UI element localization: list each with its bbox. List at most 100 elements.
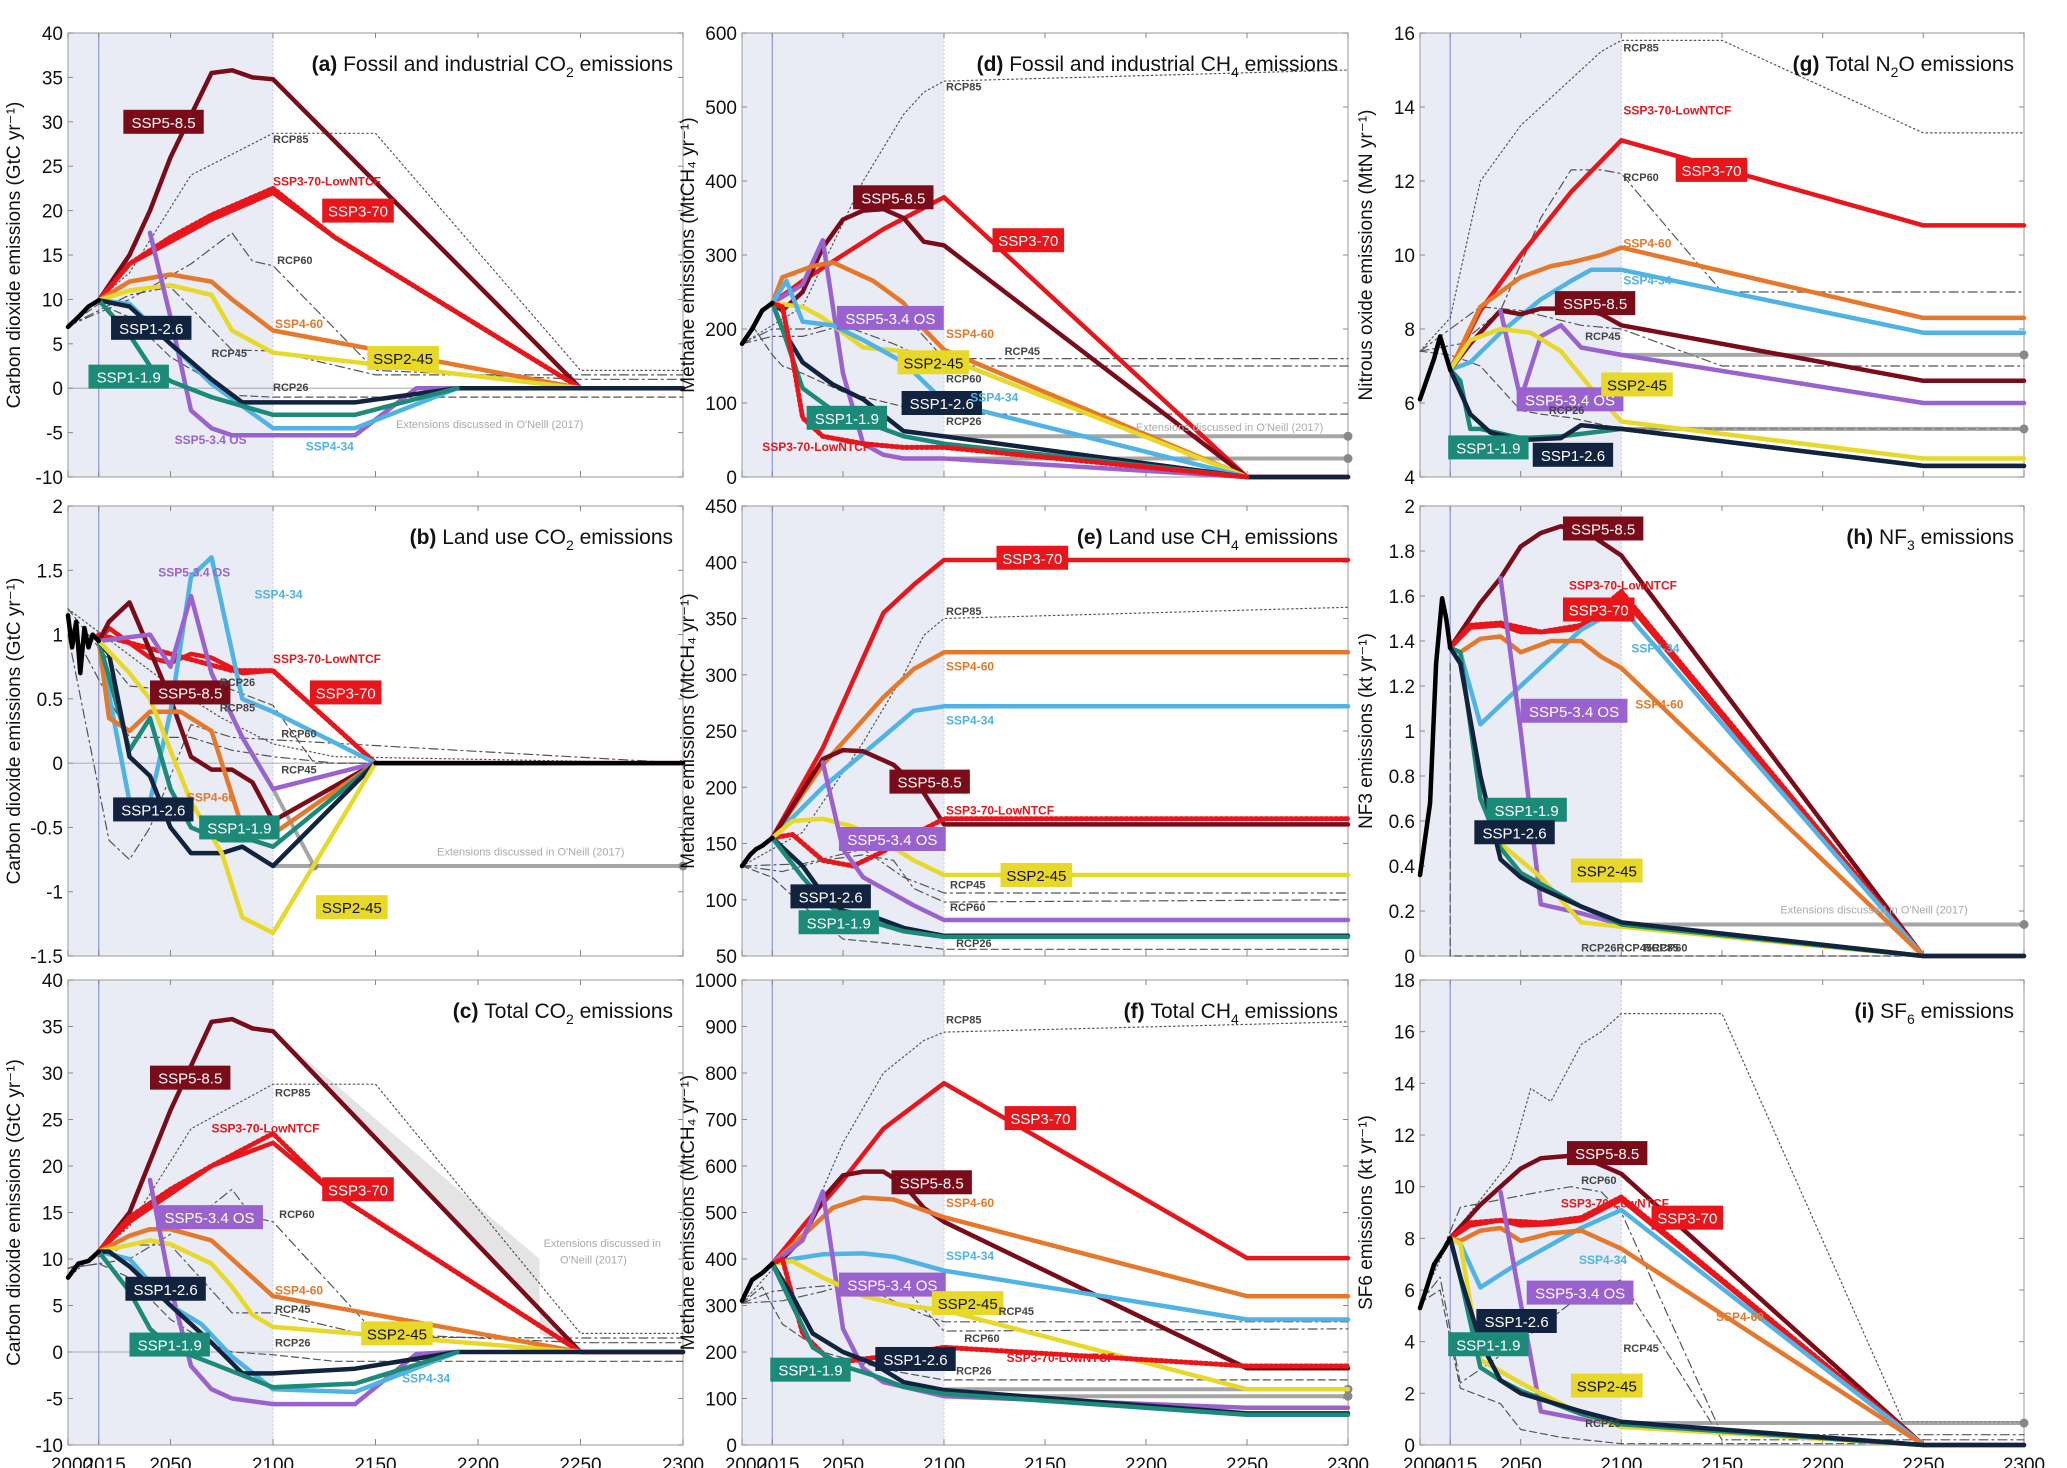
label-ssp5-3-4-os: SSP5-3.4 OS: [838, 827, 946, 851]
y-tick-label: 0: [726, 1436, 737, 1457]
y-tick-label: -10: [36, 1436, 63, 1457]
series-line-rcp26: [1449, 662, 2025, 957]
panel-a: -10 -5 0 5 10 15 20 25 30 35 40 Carbon dioxide emis…: [4, 24, 686, 489]
badge-background: [1571, 858, 1643, 883]
x-tick-label: 2200: [1125, 1455, 1167, 1468]
y-tick-label: 14: [1394, 1074, 1416, 1095]
series-line-ssp4-60: [770, 260, 1250, 480]
extension-label: Extensions discussed in O'Neill (2017): [1136, 422, 1323, 434]
badge-background: [1571, 1373, 1643, 1398]
series-line-ssp3-70: [96, 190, 686, 391]
series-line-historical: [65, 1249, 102, 1280]
y-tick-label: 1.5: [37, 561, 63, 582]
label-ssp1-2-6: SSP1-2.6: [1476, 1309, 1557, 1333]
badge-text: SSP2-45: [903, 355, 963, 372]
x-tick-label: 2200: [1802, 1455, 1844, 1468]
panel-title: (h) NF3 emissions: [1846, 526, 2014, 553]
panel-letter: (f): [1124, 1000, 1151, 1023]
extension-end-marker: [1343, 431, 1353, 441]
badge-text: SSP5-8.5: [1563, 296, 1627, 313]
y-tick-label: 800: [705, 1064, 737, 1085]
series-line-rcp26: [741, 865, 1349, 950]
extension-label: Extensions discussed in O'Neill (2017): [396, 419, 583, 431]
series-line-rcp85: [67, 1083, 684, 1335]
x-tick-label: 2300: [1327, 1455, 1369, 1468]
series-line-ssp5-8-5: [96, 68, 686, 391]
series-line-ssp4-60: [96, 1226, 583, 1355]
badge-text: SSP1-1.9: [778, 1363, 842, 1380]
y-tick-label: 200: [705, 778, 737, 799]
extension-end-marker: [2019, 350, 2029, 360]
y-tick-label: 15: [42, 246, 63, 267]
badge-background: [367, 346, 439, 371]
badge-text: SSP2-45: [322, 900, 382, 917]
panel-title-tail: emissions: [1915, 526, 2014, 549]
label-ssp1-2-6: SSP1-2.6: [113, 797, 194, 822]
label-rcp26: RCP26: [275, 1337, 310, 1349]
series-line-ssp1-1-9: [770, 1261, 1351, 1418]
panel-title-tail: emissions: [1915, 1000, 2014, 1023]
y-tick-label: 30: [42, 1064, 63, 1085]
badge-text: SSP2-45: [373, 351, 433, 368]
series-line-rcp60: [67, 621, 684, 764]
badge-background: [1486, 797, 1567, 822]
label-ssp4-60: SSP4-60: [1623, 237, 1671, 251]
y-tick-label: 20: [42, 202, 63, 223]
panel-title-subscript: 2: [566, 1011, 574, 1027]
series-line-ssp1-1-9: [96, 638, 378, 849]
panel-title: (e) Land use CH4 emissions: [1077, 526, 1338, 553]
x-tick-label: 2015: [1435, 1455, 1477, 1468]
label-ssp4-60: SSP4-60: [946, 327, 994, 341]
y-tick-label: 6: [1404, 1281, 1415, 1302]
y-tick-label: 10: [42, 1250, 63, 1271]
x-tick-label: 2000: [51, 1455, 93, 1468]
panel-title-tail: emissions: [1239, 53, 1338, 76]
badge-text: SSP1-2.6: [1484, 1314, 1548, 1331]
y-tick-label: 8: [1404, 320, 1415, 341]
x-tick-label: 2015: [757, 1455, 799, 1468]
panel-title-main: Fossil and industrial CO: [343, 53, 566, 76]
badge-text: SSP5-8.5: [158, 1071, 222, 1088]
badge-text: SSP2-45: [1607, 378, 1667, 395]
y-tick-label: -5: [46, 1390, 63, 1411]
label-ssp5-8-5: SSP5-8.5: [853, 185, 934, 210]
label-ssp5-3-4-os: SSP5-3.4 OS: [156, 1205, 263, 1230]
panel-title-subscript: 2: [566, 64, 574, 80]
label-ssp1-1-9: SSP1-1.9: [798, 910, 879, 935]
badge-background: [125, 1276, 206, 1301]
y-tick-label: 8: [1404, 1229, 1415, 1250]
badge-text: SSP3-70: [328, 204, 388, 221]
label-ssp1-1-9: SSP1-1.9: [88, 364, 169, 389]
y-tick-label: 0.2: [1389, 902, 1415, 923]
badge-text: SSP1-1.9: [1456, 1337, 1520, 1354]
series-line-ssp5-8-5: [1447, 1153, 2027, 1448]
badge-text: SSP1-2.6: [910, 396, 974, 413]
series-line-historical: [739, 1261, 775, 1304]
badge-text: SSP5-8.5: [900, 1175, 964, 1192]
extension-label: O'Neill (2017): [560, 1255, 627, 1267]
label-rcp60: RCP60: [950, 902, 985, 914]
label-ssp5-8-5: SSP5-8.5: [150, 680, 231, 705]
series-line-ssp4-60: [1447, 634, 1926, 959]
x-tick-label: 2050: [149, 1455, 191, 1468]
label-rcp85: RCP85: [220, 703, 255, 715]
extension-end-marker: [2019, 1418, 2029, 1428]
label-ssp3-70-lowntcf: SSP3-70-LowNTCF: [212, 1122, 320, 1136]
series-line-ssp3-70-lowntcf: [769, 816, 1351, 869]
badge-background: [897, 350, 970, 375]
badge-background: [1562, 516, 1644, 541]
label-ssp5-8-5: SSP5-8.5: [891, 1170, 972, 1195]
badge-background: [838, 827, 946, 851]
badge-background: [1476, 1309, 1557, 1333]
badge-text: SSP1-2.6: [1482, 825, 1546, 842]
badge-background: [806, 405, 888, 430]
label-ssp5-8-5: SSP5-8.5: [1562, 516, 1644, 541]
badge-text: SSP5-8.5: [131, 115, 195, 132]
y-tick-label: 10: [42, 290, 63, 311]
panel-title-main: Total CH: [1150, 1000, 1231, 1023]
panel-title: (f) Total CH4 emissions: [1124, 1000, 1338, 1027]
series-line-rcp26: [1419, 1289, 2025, 1445]
label-rcp26: RCP26: [1549, 405, 1584, 417]
series-line-historical: [1417, 1236, 1453, 1311]
